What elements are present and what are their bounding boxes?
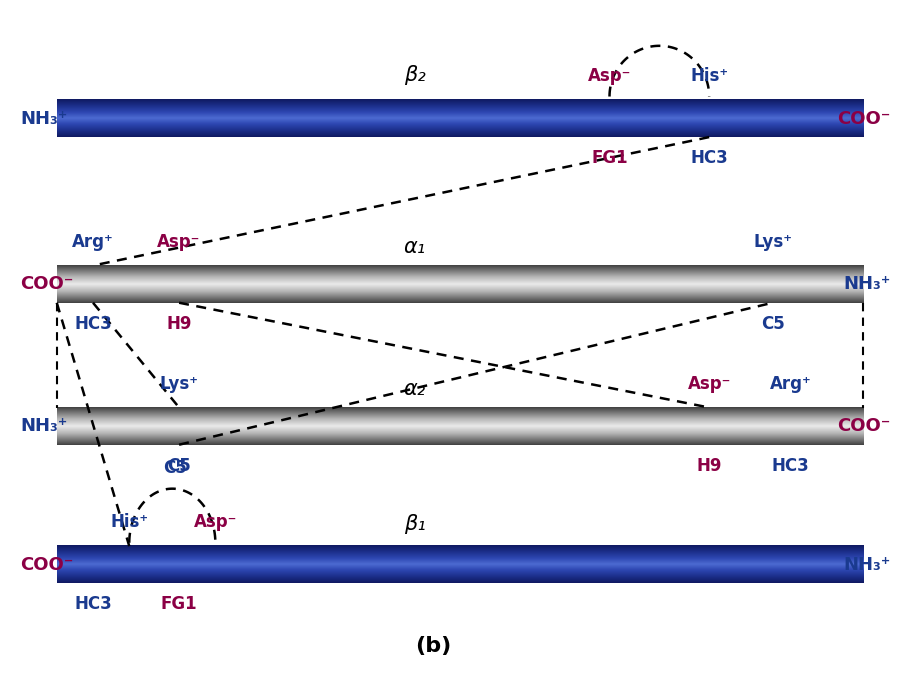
Text: Lys⁺: Lys⁺ <box>753 233 791 250</box>
Text: NH₃⁺: NH₃⁺ <box>20 110 68 128</box>
Text: FG1: FG1 <box>591 149 627 167</box>
Text: Asp⁻: Asp⁻ <box>157 233 200 250</box>
Text: HC3: HC3 <box>689 149 727 167</box>
Text: COO⁻: COO⁻ <box>20 275 74 293</box>
Text: COO⁻: COO⁻ <box>836 110 890 128</box>
Text: Arg⁺: Arg⁺ <box>72 233 114 250</box>
Text: COO⁻: COO⁻ <box>20 555 74 574</box>
Text: H9: H9 <box>696 457 721 475</box>
Text: His⁺: His⁺ <box>110 513 148 531</box>
Text: H9: H9 <box>166 315 192 333</box>
Text: Lys⁺: Lys⁺ <box>159 375 199 393</box>
Text: NH₃⁺: NH₃⁺ <box>20 417 68 435</box>
Text: HC3: HC3 <box>771 457 809 475</box>
Text: HC3: HC3 <box>74 595 112 613</box>
Text: NH₃⁺: NH₃⁺ <box>842 555 890 574</box>
Text: (b): (b) <box>414 636 450 656</box>
Text: α₂: α₂ <box>403 379 425 399</box>
Text: NH₃⁺: NH₃⁺ <box>842 275 890 293</box>
Text: β₂: β₂ <box>403 65 425 85</box>
Text: Asp⁻: Asp⁻ <box>194 513 237 531</box>
Text: His⁺: His⁺ <box>689 67 728 85</box>
Text: C5: C5 <box>167 457 191 475</box>
Text: HC3: HC3 <box>74 315 112 333</box>
Text: C5: C5 <box>760 315 784 333</box>
Text: α₁: α₁ <box>403 237 425 257</box>
Text: Asp⁻: Asp⁻ <box>686 375 730 393</box>
Text: β₁: β₁ <box>403 514 425 534</box>
Text: COO⁻: COO⁻ <box>836 417 890 435</box>
Text: Asp⁻: Asp⁻ <box>587 67 630 85</box>
Text: FG1: FG1 <box>161 595 198 613</box>
Text: Arg⁺: Arg⁺ <box>769 375 811 393</box>
Text: C5: C5 <box>163 459 187 477</box>
